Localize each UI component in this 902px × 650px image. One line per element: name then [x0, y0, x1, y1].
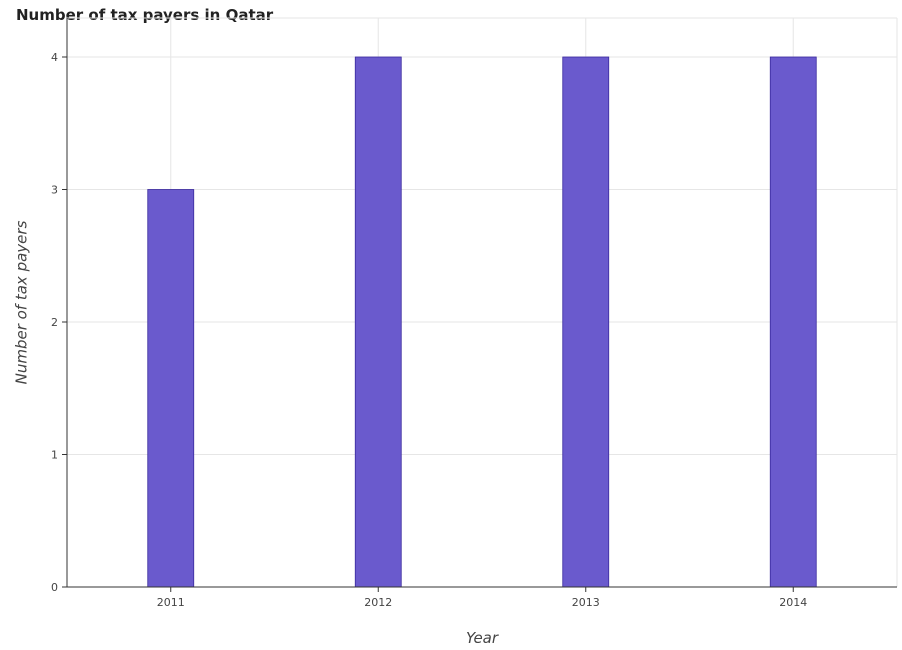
y-tick-label: 4	[51, 51, 58, 64]
y-tick-label: 0	[51, 581, 58, 594]
x-tick-label: 2012	[364, 596, 392, 609]
ticks-layer: 0 1 2 3 4 2011 2012 2013 2014	[51, 51, 807, 609]
bar-2012	[354, 56, 402, 588]
bar-2011	[147, 189, 195, 588]
x-tick-label: 2013	[572, 596, 600, 609]
x-tick-label: 2011	[157, 596, 185, 609]
bars-layer	[147, 56, 817, 588]
chart-title: Number of tax payers in Qatar	[16, 6, 274, 24]
y-axis-label: Number of tax payers	[13, 220, 31, 384]
axes-layer	[66, 18, 897, 588]
bar-2013	[562, 56, 610, 588]
y-tick-label: 3	[51, 184, 58, 197]
y-tick-label: 2	[51, 316, 58, 329]
x-tick-label: 2014	[779, 596, 807, 609]
bar-2014	[769, 56, 817, 588]
y-tick-label: 1	[51, 449, 58, 462]
x-axis-label: Year	[466, 629, 499, 647]
